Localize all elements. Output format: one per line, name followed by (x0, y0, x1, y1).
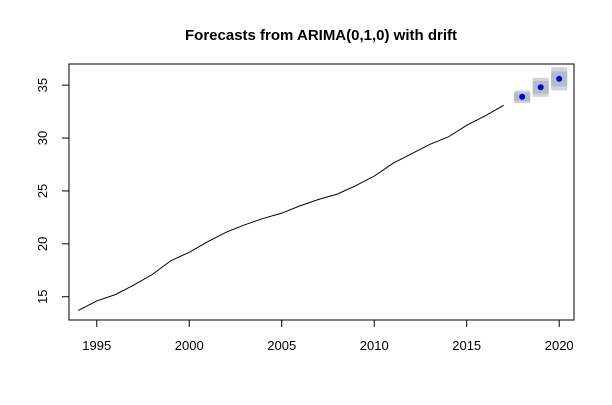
x-tick-label-2005: 2005 (267, 338, 296, 353)
chart-title: Forecasts from ARIMA(0,1,0) with drift (185, 27, 457, 44)
x-tick-label-2020: 2020 (545, 338, 574, 353)
x-tick-label-1995: 1995 (82, 338, 111, 353)
y-tick-label-15: 15 (35, 289, 50, 303)
y-tick-label-20: 20 (35, 237, 50, 251)
y-tick-label-35: 35 (35, 78, 50, 92)
y-tick-label-25: 25 (35, 184, 50, 198)
x-tick-label-2010: 2010 (360, 338, 389, 353)
x-tick-label-2015: 2015 (452, 338, 481, 353)
series-line (78, 104, 504, 311)
forecast-point-2018 (519, 93, 526, 100)
plot-frame (68, 63, 575, 321)
forecast-point-2019 (537, 84, 544, 91)
forecast-point-2020 (556, 75, 563, 82)
y-tick-label-30: 30 (35, 131, 50, 145)
x-tick-label-2000: 2000 (175, 338, 204, 353)
plot-area: 1995 2000 2005 2010 2015 2020 15 20 25 30 35 (35, 63, 575, 353)
